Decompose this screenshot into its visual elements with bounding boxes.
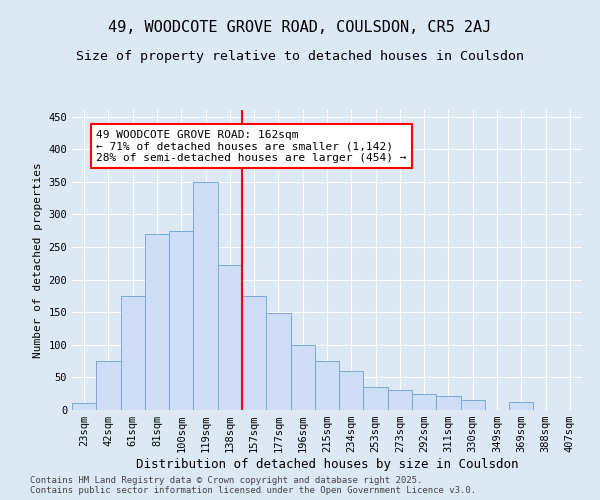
Text: Contains HM Land Registry data © Crown copyright and database right 2025.
Contai: Contains HM Land Registry data © Crown c… (30, 476, 476, 495)
Bar (96, 361, 121, 410)
Bar (242, 296, 266, 410)
Bar (388, 390, 412, 410)
Bar (364, 387, 388, 410)
Bar (121, 296, 145, 410)
Bar (218, 265, 242, 410)
Bar (266, 314, 290, 410)
Bar (72, 404, 96, 410)
Bar (509, 402, 533, 410)
Bar (412, 394, 436, 410)
Text: Size of property relative to detached houses in Coulsdon: Size of property relative to detached ho… (76, 50, 524, 63)
Bar (461, 400, 485, 410)
Text: 49 WOODCOTE GROVE ROAD: 162sqm
← 71% of detached houses are smaller (1,142)
28% : 49 WOODCOTE GROVE ROAD: 162sqm ← 71% of … (96, 130, 407, 163)
Bar (169, 230, 193, 410)
Text: 49, WOODCOTE GROVE ROAD, COULSDON, CR5 2AJ: 49, WOODCOTE GROVE ROAD, COULSDON, CR5 2… (109, 20, 491, 35)
Bar (145, 234, 169, 410)
Bar (315, 361, 339, 410)
Bar (290, 345, 315, 410)
X-axis label: Distribution of detached houses by size in Coulsdon: Distribution of detached houses by size … (136, 458, 518, 471)
Bar (339, 371, 364, 410)
Y-axis label: Number of detached properties: Number of detached properties (33, 162, 43, 358)
Bar (436, 396, 461, 410)
Bar (193, 182, 218, 410)
